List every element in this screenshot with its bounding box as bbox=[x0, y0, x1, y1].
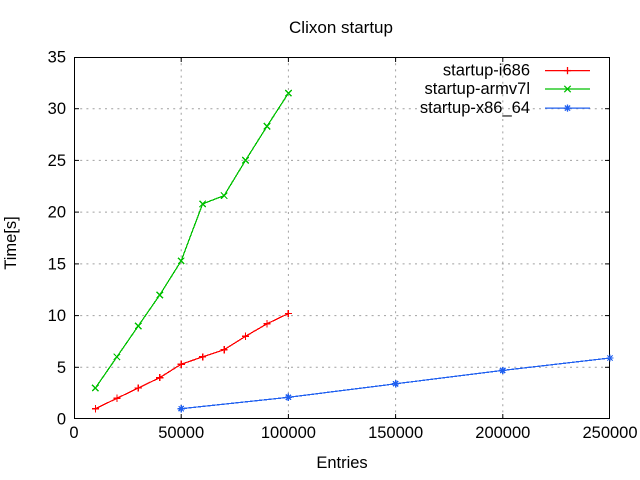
svg-text:5: 5 bbox=[57, 359, 66, 377]
svg-text:Time[s]: Time[s] bbox=[2, 216, 20, 269]
svg-text:Clixon startup: Clixon startup bbox=[289, 18, 393, 37]
svg-text:Entries: Entries bbox=[316, 454, 367, 472]
svg-text:15: 15 bbox=[48, 255, 66, 273]
svg-text:startup-i686: startup-i686 bbox=[443, 62, 530, 80]
svg-text:25: 25 bbox=[48, 152, 66, 170]
svg-text:200000: 200000 bbox=[475, 424, 530, 442]
svg-text:30: 30 bbox=[48, 100, 66, 118]
svg-text:0: 0 bbox=[69, 424, 78, 442]
svg-text:10: 10 bbox=[48, 307, 66, 325]
svg-text:20: 20 bbox=[48, 204, 66, 222]
svg-text:250000: 250000 bbox=[582, 424, 637, 442]
svg-text:50000: 50000 bbox=[158, 424, 204, 442]
svg-text:100000: 100000 bbox=[261, 424, 316, 442]
svg-text:startup-x86_64: startup-x86_64 bbox=[420, 99, 530, 117]
svg-text:150000: 150000 bbox=[368, 424, 423, 442]
svg-text:35: 35 bbox=[48, 49, 66, 67]
svg-text:0: 0 bbox=[57, 411, 66, 429]
svg-text:startup-armv7l: startup-armv7l bbox=[425, 80, 530, 98]
